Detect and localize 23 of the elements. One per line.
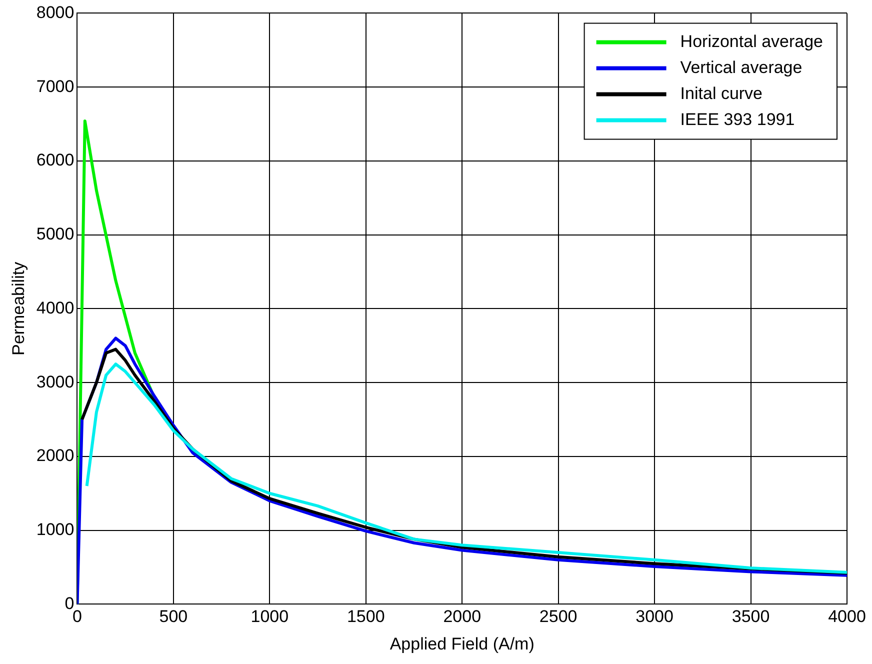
y-tick-label: 8000 (36, 2, 74, 22)
x-tick-label: 1500 (346, 607, 385, 626)
legend-label: Vertical average (680, 58, 802, 77)
y-axis-title: Permeability (8, 261, 28, 356)
x-tick-label: 2000 (443, 607, 482, 626)
y-tick-label: 1000 (36, 520, 74, 540)
x-axis-title: Applied Field (A/m) (390, 634, 534, 654)
x-tick-label: 4000 (828, 607, 866, 626)
x-tick-label: 3000 (636, 607, 674, 626)
legend-label: IEEE 393 1991 (680, 110, 795, 129)
x-tick-label: 2500 (539, 607, 578, 626)
y-tick-label: 5000 (36, 224, 74, 244)
y-tick-label: 3000 (36, 372, 74, 392)
y-tick-label: 4000 (36, 298, 74, 318)
legend-label: Horizontal average (680, 32, 824, 51)
y-tick-label: 7000 (36, 76, 74, 96)
y-tick-label: 6000 (36, 150, 74, 170)
x-tick-label: 500 (159, 607, 188, 626)
y-tick-label: 0 (64, 594, 74, 613)
y-tick-label: 2000 (36, 446, 74, 466)
legend-label: Inital curve (680, 84, 763, 103)
x-tick-label: 1000 (250, 607, 289, 626)
x-tick-label: 3500 (732, 607, 770, 626)
